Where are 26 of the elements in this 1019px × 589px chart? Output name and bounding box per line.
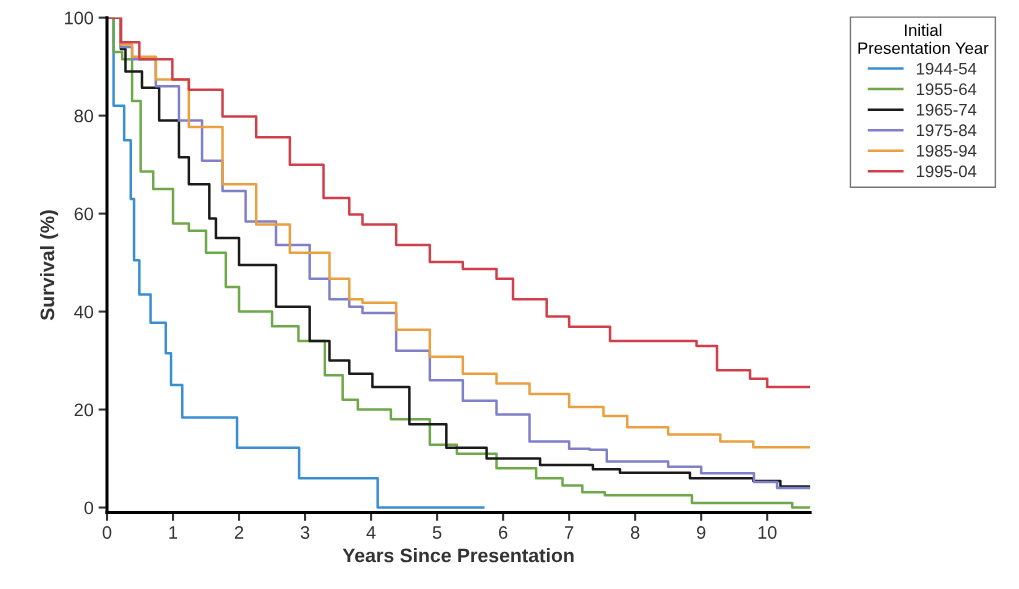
y-tick-label: 40 <box>74 305 94 319</box>
y-tick-label: 100 <box>65 11 94 25</box>
legend-label: 1955-64 <box>916 83 977 96</box>
legend-label: 1985-94 <box>916 144 977 157</box>
y-tick-label: 0 <box>84 501 94 515</box>
x-tick-label: 10 <box>758 526 777 539</box>
x-tick-label: 5 <box>432 526 442 539</box>
x-tick-label: 7 <box>565 526 574 539</box>
y-tick-label: 60 <box>74 207 94 221</box>
x-tick-label: 4 <box>366 526 376 539</box>
legend-label: 1944-54 <box>916 62 977 75</box>
x-tick-label: 3 <box>300 526 310 539</box>
x-tick-label: 9 <box>697 526 706 539</box>
x-tick-label: 6 <box>499 526 508 539</box>
x-axis-title: Years Since Presentation <box>342 548 574 563</box>
legend-label: 1975-84 <box>916 124 977 137</box>
legend-label: 1965-74 <box>916 103 977 116</box>
x-tick-label: 0 <box>102 526 112 539</box>
legend-label: 1995-04 <box>916 165 977 178</box>
y-tick-label: 20 <box>74 403 94 417</box>
x-tick-label: 8 <box>630 526 640 539</box>
y-axis-title: Survival (%) <box>40 210 59 321</box>
x-tick-label: 1 <box>169 526 178 539</box>
y-tick-label: 80 <box>74 109 94 123</box>
x-tick-label: 2 <box>234 526 244 539</box>
legend-title: Initial Presentation Year <box>858 23 989 55</box>
